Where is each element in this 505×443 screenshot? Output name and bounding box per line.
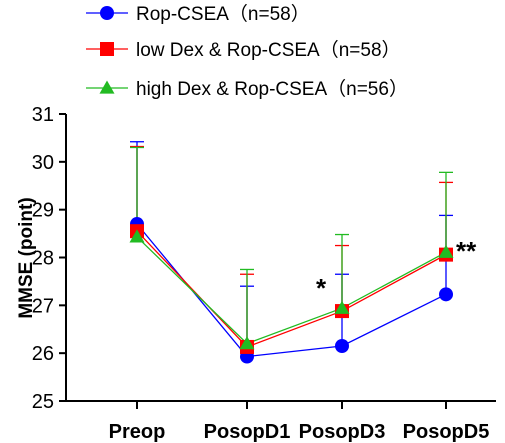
series-1 <box>130 141 453 358</box>
legend-item-1: Rop-CSEA（n=58） <box>86 3 310 25</box>
x-tick-label: PosopD5 <box>403 421 490 443</box>
y-tick-label: 28 <box>32 248 54 270</box>
y-tick-label: 31 <box>32 104 54 126</box>
series-line <box>136 236 447 345</box>
legend-marker <box>99 80 115 94</box>
legend-item-3: high Dex & Rop-CSEA（n=56） <box>86 78 408 100</box>
data-point <box>334 300 350 314</box>
legend-label: high Dex & Rop-CSEA（n=56） <box>136 78 408 100</box>
significance-marker: ** <box>456 236 477 266</box>
data-point <box>438 244 454 258</box>
y-tick-label: 29 <box>32 200 54 222</box>
series-2 <box>130 145 453 348</box>
y-tick-label: 27 <box>32 295 54 317</box>
series-3 <box>130 146 453 345</box>
series-line <box>136 223 447 358</box>
y-tick-label: 30 <box>32 152 54 174</box>
legend-label: low Dex & Rop-CSEA（n=58） <box>136 39 401 61</box>
data-point <box>439 287 453 302</box>
x-tick-label: Preop <box>109 421 166 443</box>
data-point <box>335 338 349 353</box>
y-tick-label: 25 <box>32 391 54 413</box>
legend-marker <box>100 42 114 56</box>
annotations: *** <box>316 236 477 303</box>
significance-marker: * <box>316 273 327 303</box>
legend: Rop-CSEA（n=58） low Dex & Rop-CSEA（n=58） hi… <box>86 3 408 100</box>
legend-item-2: low Dex & Rop-CSEA（n=58） <box>86 39 401 61</box>
x-tick-label: PosopD1 <box>204 421 291 443</box>
legend-label: Rop-CSEA（n=58） <box>136 3 310 25</box>
data-point <box>129 229 145 243</box>
x-axis: Preop PosopD1 PosopD3 PosopD5 <box>66 400 496 443</box>
x-tick-label: PosopD3 <box>299 421 386 443</box>
series-layer <box>129 141 454 364</box>
y-tick-label: 26 <box>32 343 54 365</box>
data-point <box>239 336 255 350</box>
legend-marker <box>100 6 114 20</box>
y-axis-title: MMSE (point) <box>16 197 37 318</box>
y-axis: 25 26 27 28 29 30 31 <box>32 104 67 413</box>
series-line <box>136 230 447 348</box>
